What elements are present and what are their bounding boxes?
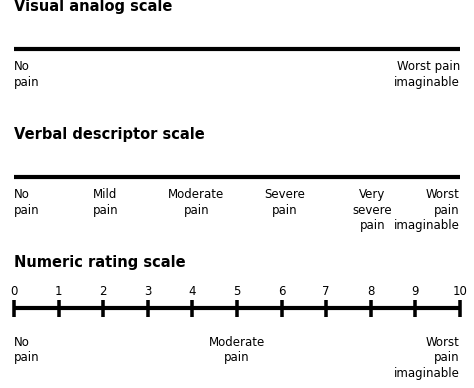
Text: Moderate
pain: Moderate pain [209,336,265,364]
Text: Mild
pain: Mild pain [92,188,118,217]
Text: No
pain: No pain [14,336,40,364]
Text: 1: 1 [55,285,63,298]
Text: 7: 7 [322,285,330,298]
Text: 0: 0 [10,285,18,298]
Text: 6: 6 [278,285,285,298]
Text: Worst
pain
imaginable: Worst pain imaginable [394,188,460,232]
Text: 2: 2 [100,285,107,298]
Text: Worst
pain
imaginable: Worst pain imaginable [394,336,460,379]
Text: 3: 3 [144,285,152,298]
Text: 4: 4 [189,285,196,298]
Text: 5: 5 [233,285,241,298]
Text: 8: 8 [367,285,374,298]
Text: 10: 10 [452,285,467,298]
Text: No
pain: No pain [14,60,40,88]
Text: Verbal descriptor scale: Verbal descriptor scale [14,126,205,142]
Text: Worst pain
imaginable: Worst pain imaginable [394,60,460,88]
Text: Moderate
pain: Moderate pain [168,188,224,217]
Text: Severe
pain: Severe pain [264,188,305,217]
Text: Numeric rating scale: Numeric rating scale [14,255,186,270]
Text: 9: 9 [411,285,419,298]
Text: Visual analog scale: Visual analog scale [14,0,173,14]
Text: No
pain: No pain [14,188,40,217]
Text: Very
severe
pain: Very severe pain [353,188,392,232]
